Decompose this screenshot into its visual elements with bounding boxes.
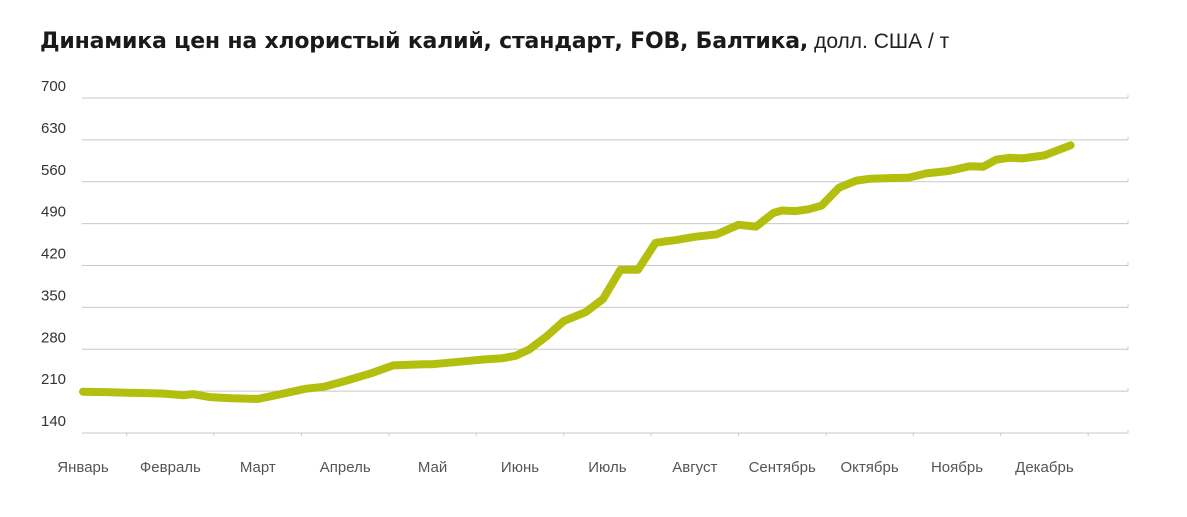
x-tick-label: Май bbox=[418, 459, 447, 476]
gridlines bbox=[82, 95, 1129, 436]
y-tick-label: 280 bbox=[41, 329, 66, 346]
x-tick-label: Февраль bbox=[140, 459, 201, 476]
x-axis-tick-labels: Январь Февраль Март Апрель Май Июнь Июль Август… bbox=[57, 459, 1074, 476]
series-layer bbox=[79, 141, 1075, 403]
y-tick-label: 140 bbox=[41, 413, 66, 430]
x-tick-label: Декабрь bbox=[1015, 459, 1074, 476]
y-tick-label: 560 bbox=[41, 162, 66, 179]
y-tick-label: 700 bbox=[41, 78, 66, 95]
x-tick-label: Август bbox=[672, 459, 717, 476]
y-tick-label: 210 bbox=[41, 371, 66, 388]
y-tick-label: 490 bbox=[41, 204, 66, 221]
x-tick-label: Ноябрь bbox=[931, 459, 983, 476]
y-tick-label: 350 bbox=[41, 287, 66, 304]
x-tick-label: Июнь bbox=[501, 459, 539, 476]
x-tick-label: Сентябрь bbox=[749, 459, 816, 476]
x-tick-label: Март bbox=[240, 459, 276, 476]
chart-unit-label: долл. США / т bbox=[814, 30, 950, 53]
x-tick-label: Январь bbox=[57, 459, 109, 476]
y-tick-label: 420 bbox=[41, 246, 66, 263]
x-tick-label: Апрель bbox=[320, 459, 371, 476]
y-tick-label: 630 bbox=[41, 120, 66, 137]
series-line bbox=[79, 141, 1075, 403]
x-tick-label: Октябрь bbox=[841, 459, 899, 476]
x-tick-label: Июль bbox=[588, 459, 626, 476]
chart-title-main: Динамика цен на хлористый калий, стандар… bbox=[40, 29, 809, 54]
y-axis-tick-labels: 140 210 280 350 420 490 560 630 700 bbox=[41, 78, 66, 430]
chart-title: Динамика цен на хлористый калий, стандар… bbox=[40, 27, 949, 57]
